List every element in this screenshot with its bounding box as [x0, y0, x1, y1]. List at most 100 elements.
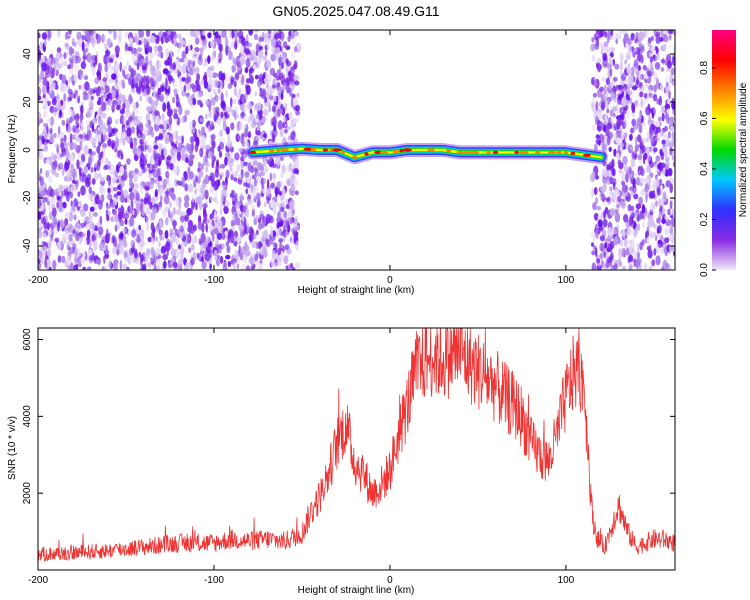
noise-speck: [264, 166, 269, 173]
noise-speck: [643, 263, 647, 270]
noise-speck: [271, 163, 277, 169]
noise-speck: [278, 238, 284, 243]
noise-speck: [614, 209, 619, 215]
noise-speck: [637, 65, 641, 71]
noise-speck: [102, 33, 107, 43]
noise-speck: [169, 61, 173, 70]
noise-speck: [141, 65, 147, 74]
noise-speck: [177, 42, 183, 49]
noise-speck: [165, 77, 168, 88]
noise-speck: [219, 129, 224, 137]
noise-speck: [91, 124, 95, 133]
noise-speck: [628, 166, 632, 175]
noise-speck: [107, 138, 112, 147]
noise-speck: [38, 211, 42, 220]
noise-speck: [656, 133, 662, 140]
noise-speck: [646, 148, 650, 155]
noise-speck: [599, 134, 605, 144]
noise-speck: [188, 121, 194, 130]
noise-speck: [244, 247, 250, 257]
noise-speck: [138, 66, 142, 75]
noise-speck: [623, 80, 630, 85]
noise-speck: [219, 208, 223, 215]
noise-speck: [190, 257, 195, 266]
noise-speck: [621, 171, 626, 181]
noise-speck: [157, 143, 163, 150]
noise-speck: [70, 183, 76, 193]
noise-speck: [255, 214, 258, 223]
noise-speck: [67, 88, 73, 95]
noise-speck: [64, 218, 69, 227]
noise-speck: [89, 150, 93, 157]
noise-speck: [669, 224, 673, 235]
noise-speck: [97, 107, 101, 115]
noise-speck: [151, 66, 157, 77]
noise-speck: [172, 62, 176, 71]
noise-speck: [199, 81, 203, 87]
noise-speck: [656, 98, 661, 105]
noise-speck: [655, 77, 659, 88]
noise-speck: [611, 106, 618, 112]
noise-speck: [83, 165, 88, 176]
noise-speck: [122, 114, 127, 125]
noise-speck: [256, 192, 261, 201]
noise-speck: [207, 69, 213, 79]
noise-speck: [671, 56, 675, 66]
noise-speck: [660, 58, 666, 64]
noise-speck: [620, 200, 626, 209]
noise-speck: [185, 46, 189, 55]
noise-speck: [628, 218, 632, 227]
noise-speck: [258, 45, 264, 51]
noise-speck: [203, 61, 208, 67]
signal-core: [303, 147, 313, 151]
colorbar-scale: [712, 30, 736, 270]
noise-speck: [234, 72, 240, 80]
noise-speck: [144, 153, 148, 161]
noise-speck: [157, 175, 163, 182]
noise-speck: [634, 99, 639, 106]
noise-speck: [218, 150, 223, 158]
noise-speck: [289, 217, 294, 225]
noise-speck: [296, 43, 300, 51]
noise-speck: [223, 206, 229, 215]
noise-speck: [61, 167, 65, 177]
noise-speck: [658, 116, 662, 122]
noise-speck: [266, 84, 271, 95]
noise-speck: [55, 52, 61, 62]
noise-speck: [646, 135, 650, 143]
noise-speck: [141, 58, 147, 64]
noise-speck: [249, 113, 255, 122]
spectrogram-x-tick-label: 0: [387, 275, 393, 286]
noise-speck: [245, 57, 251, 69]
noise-speck: [660, 162, 666, 168]
noise-speck: [215, 179, 219, 190]
noise-speck: [609, 208, 616, 217]
noise-speck: [669, 245, 675, 251]
noise-speck: [600, 77, 607, 82]
noise-speck: [612, 168, 616, 177]
noise-speck: [166, 101, 170, 111]
noise-speck: [105, 203, 111, 210]
noise-speck: [106, 54, 110, 63]
noise-speck: [269, 172, 272, 182]
noise-speck: [654, 120, 661, 128]
noise-speck: [185, 157, 189, 164]
noise-speck: [232, 219, 239, 226]
noise-speck: [192, 49, 196, 56]
noise-speck: [595, 134, 600, 139]
noise-speck: [104, 64, 109, 73]
noise-speck: [159, 230, 163, 241]
noise-speck: [53, 107, 58, 113]
noise-speck: [602, 218, 608, 228]
noise-speck: [205, 113, 208, 119]
noise-speck: [665, 156, 670, 163]
noise-speck: [60, 137, 64, 143]
noise-speck: [105, 265, 108, 270]
noise-speck: [637, 251, 640, 261]
signal-core: [322, 148, 329, 152]
noise-speck: [226, 245, 231, 254]
noise-speck: [160, 245, 167, 254]
noise-speck: [122, 102, 126, 111]
noise-speck: [258, 36, 265, 42]
noise-speck: [51, 67, 55, 78]
